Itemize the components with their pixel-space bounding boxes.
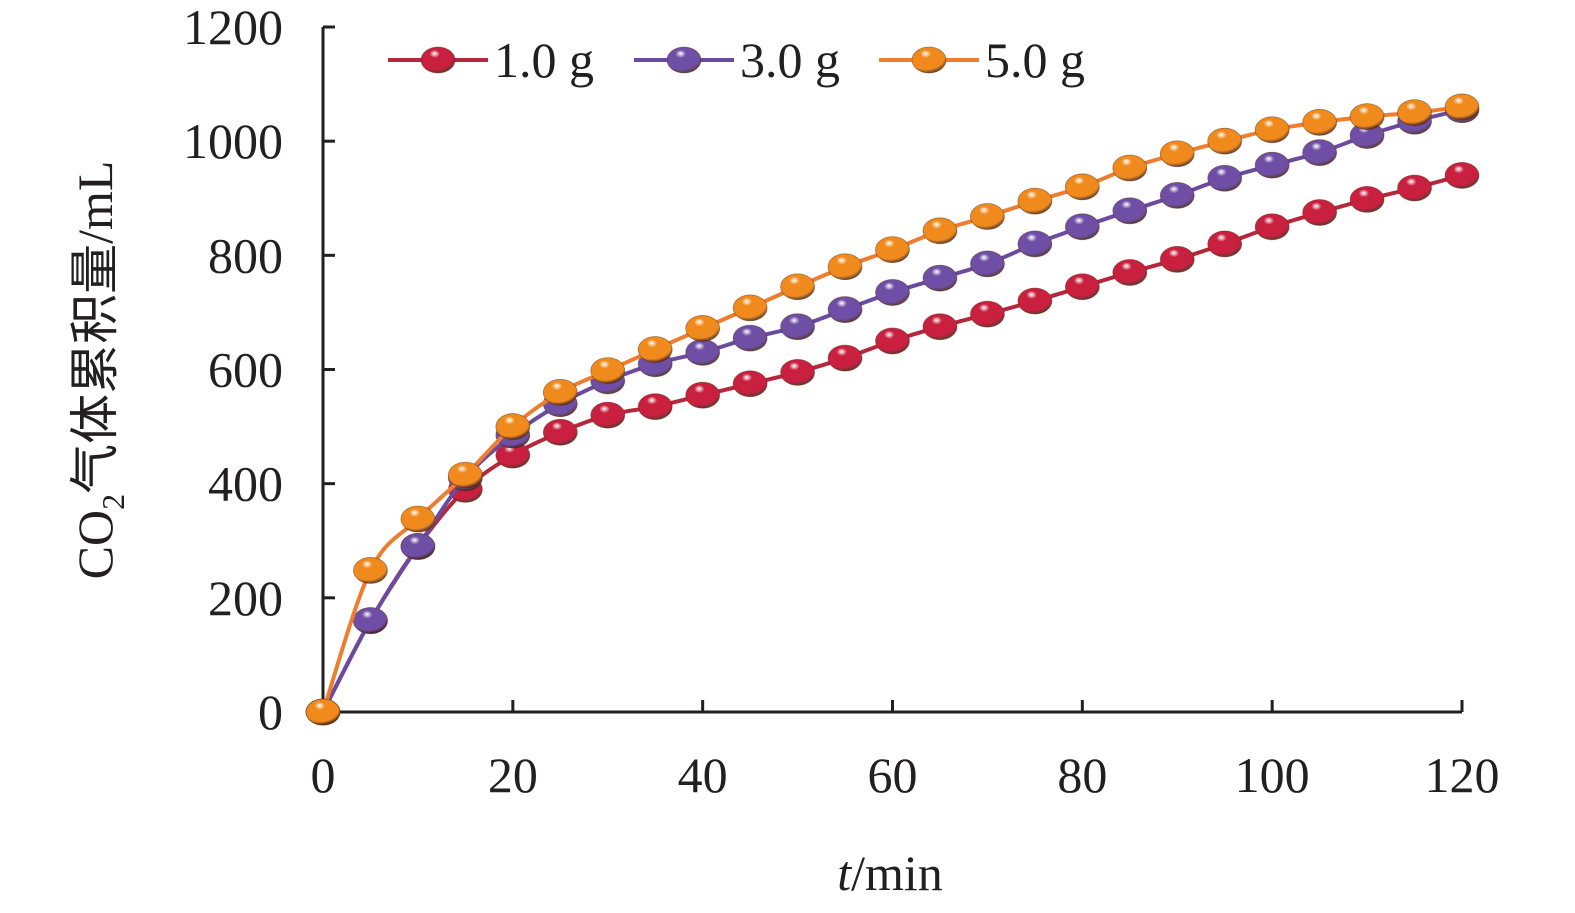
data-point	[1064, 213, 1100, 241]
data-point	[1159, 245, 1195, 273]
axes: 0 200 400 600 800 1000 1200 0 20 40 60 80 100 120	[183, 0, 1500, 803]
data-point	[685, 381, 721, 409]
y-tick-label: 1000	[183, 113, 283, 169]
data-point	[1444, 162, 1480, 189]
data-point	[780, 273, 815, 301]
legend-label: 1.0 g	[494, 32, 594, 88]
data-point	[827, 296, 863, 323]
series-3	[305, 93, 1480, 726]
data-point	[305, 698, 341, 726]
series-2	[305, 96, 1480, 726]
series-line	[321, 104, 1463, 713]
legend-item-3: 5.0 g	[879, 32, 1085, 88]
data-point	[637, 393, 673, 421]
data-point	[970, 300, 1005, 328]
data-point	[1349, 185, 1385, 213]
data-point	[922, 217, 958, 245]
x-tick-label: 120	[1425, 747, 1500, 803]
data-point	[922, 313, 958, 341]
legend-marker	[666, 46, 702, 74]
data-point	[1064, 173, 1100, 201]
data-point	[1349, 103, 1385, 131]
x-tick-label: 60	[868, 747, 918, 803]
series-line	[321, 107, 1463, 713]
data-point	[353, 557, 388, 584]
x-axis-label: t/min	[837, 845, 943, 901]
data-point	[542, 418, 578, 446]
data-point	[1017, 287, 1053, 315]
x-tick-label: 0	[311, 747, 336, 803]
x-tick-label: 20	[488, 747, 538, 803]
data-point	[732, 370, 768, 398]
series-layer	[305, 93, 1480, 726]
data-point	[875, 279, 910, 306]
data-point	[827, 253, 863, 281]
data-point	[637, 336, 673, 363]
data-point	[780, 313, 815, 341]
legend-item-1: 1.0 g	[388, 32, 594, 88]
data-point	[1302, 199, 1338, 226]
data-point	[1254, 213, 1290, 241]
data-point	[970, 203, 1005, 230]
data-point	[1112, 259, 1148, 286]
y-tick-label: 800	[208, 227, 283, 283]
data-point	[1444, 93, 1480, 121]
data-point	[1017, 187, 1053, 215]
data-point	[447, 461, 483, 489]
legend-marker	[911, 46, 947, 74]
data-point	[875, 327, 910, 355]
data-point	[1112, 154, 1148, 182]
data-point	[1302, 108, 1338, 136]
data-point	[1207, 164, 1243, 192]
data-point	[590, 401, 626, 429]
x-tick-label: 40	[678, 747, 728, 803]
y-axis-label: CO2气体累积量/mL	[67, 161, 131, 580]
data-point	[875, 236, 910, 264]
legend-label: 3.0 g	[740, 32, 840, 88]
data-point	[1302, 139, 1338, 166]
data-point	[590, 357, 626, 385]
data-point	[1207, 127, 1243, 155]
data-point	[1397, 99, 1432, 127]
legend: 1.0 g 3.0 g 5.0 g	[388, 32, 1085, 88]
data-point	[827, 344, 863, 372]
data-point	[495, 413, 531, 440]
data-point	[732, 294, 768, 322]
data-point	[970, 250, 1005, 278]
data-point	[1064, 273, 1100, 301]
y-tick-label: 200	[208, 570, 283, 626]
data-point	[400, 505, 436, 533]
x-tick-label: 80	[1057, 747, 1107, 803]
data-point	[1159, 181, 1195, 209]
data-point	[1207, 230, 1243, 258]
data-point	[1017, 230, 1053, 258]
data-point	[353, 607, 388, 635]
data-point	[780, 358, 815, 386]
data-point	[732, 324, 768, 352]
data-point	[542, 378, 578, 406]
data-point	[922, 264, 958, 292]
data-point	[1254, 151, 1290, 179]
data-point	[685, 314, 721, 342]
y-tick-label: 1200	[183, 0, 283, 55]
data-point	[1112, 197, 1148, 225]
data-point	[1254, 116, 1290, 144]
data-point	[400, 533, 436, 560]
legend-marker	[420, 46, 456, 74]
legend-label: 5.0 g	[985, 32, 1085, 88]
data-point	[1159, 140, 1195, 168]
legend-item-2: 3.0 g	[634, 32, 840, 88]
x-tick-label: 100	[1235, 747, 1310, 803]
y-tick-label: 400	[208, 456, 283, 512]
data-point	[1397, 174, 1432, 202]
data-point	[685, 338, 721, 366]
y-tick-label: 600	[208, 342, 283, 398]
y-tick-label: 0	[258, 684, 283, 740]
